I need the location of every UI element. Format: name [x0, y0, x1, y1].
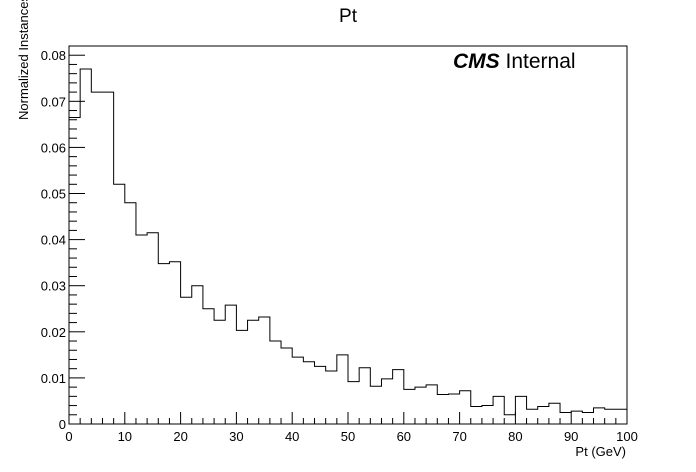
histogram — [68, 68, 627, 424]
histogram-bin — [359, 368, 370, 424]
histogram-bin — [236, 330, 247, 424]
chart-title: Pt — [339, 6, 357, 27]
histogram-bin — [259, 317, 270, 424]
x-tick-label: 80 — [508, 429, 522, 444]
histogram-bin — [515, 396, 526, 424]
histogram-bin — [571, 411, 582, 424]
histogram-series — [68, 68, 627, 424]
x-axis-ticks: 0 10 20 30 40 50 60 70 80 90 100 — [65, 412, 638, 444]
histogram-bin — [493, 396, 504, 424]
x-axis-label: Pt (GeV) — [575, 444, 626, 459]
histogram-bin — [482, 406, 493, 424]
histogram-bin — [315, 366, 326, 424]
histogram-bin — [348, 382, 359, 424]
histogram-bin — [605, 409, 616, 424]
histogram-bin — [125, 203, 136, 424]
histogram-bin — [169, 262, 180, 424]
x-tick-label: 20 — [173, 429, 187, 444]
histogram-bin — [426, 385, 437, 424]
histogram-bin — [181, 297, 192, 424]
y-tick-label: 0.08 — [41, 48, 66, 63]
histogram-bin — [203, 309, 214, 424]
x-tick-label: 70 — [452, 429, 466, 444]
histogram-bin — [303, 362, 314, 424]
histogram-bin — [560, 412, 571, 424]
x-tick-label: 100 — [616, 429, 638, 444]
experiment-status: Internal — [505, 50, 576, 73]
x-tick-label: 30 — [229, 429, 243, 444]
histogram-bin — [114, 184, 125, 424]
y-axis-label: Normalized Instances — [16, 0, 31, 120]
histogram-bin — [393, 370, 404, 424]
histogram-bin — [381, 379, 392, 424]
histogram-bin — [158, 264, 169, 424]
histogram-bin — [448, 394, 459, 424]
histogram-bin — [147, 233, 158, 424]
histogram-bin — [471, 406, 482, 424]
histogram-bin — [192, 286, 203, 424]
histogram-bin — [582, 412, 593, 424]
histogram-bin — [337, 355, 348, 424]
histogram-bin — [415, 387, 426, 424]
y-tick-label: 0.02 — [41, 325, 66, 340]
histogram-bin — [538, 406, 549, 424]
histogram-bin — [594, 408, 605, 424]
histogram-bin — [437, 394, 448, 424]
experiment-name: CMS — [453, 50, 500, 73]
histogram-bin — [102, 92, 113, 424]
histogram-bin — [270, 341, 281, 424]
histogram-bin — [225, 305, 236, 424]
y-tick-label: 0.03 — [41, 279, 66, 294]
histogram-bin — [292, 357, 303, 424]
y-tick-label: 0.07 — [41, 94, 66, 109]
histogram-bin — [549, 403, 560, 424]
y-tick-label: 0.04 — [41, 233, 66, 248]
y-tick-label: 0 — [59, 417, 66, 432]
histogram-bin — [404, 389, 415, 424]
histogram-bin — [214, 320, 225, 424]
histogram-bin — [281, 348, 292, 424]
y-tick-label: 0.06 — [41, 140, 66, 155]
x-tick-label: 10 — [118, 429, 132, 444]
y-tick-label: 0.05 — [41, 187, 66, 202]
histogram-bin — [326, 371, 337, 424]
histogram-bin — [91, 92, 102, 424]
x-tick-label: 90 — [564, 429, 578, 444]
histogram-bin — [370, 386, 381, 424]
histogram-bin — [248, 320, 259, 424]
histogram-bin — [136, 235, 147, 424]
x-tick-label: 50 — [341, 429, 355, 444]
histogram-bin — [504, 415, 515, 424]
histogram-bin — [80, 69, 91, 424]
x-tick-label: 0 — [65, 429, 72, 444]
histogram-bin — [460, 391, 471, 424]
y-axis-ticks: 0 0.01 0.02 0.03 0.04 0.05 0.06 0.07 0.08 — [41, 45, 85, 432]
experiment-label: CMS Internal — [453, 50, 576, 74]
x-tick-label: 60 — [397, 429, 411, 444]
x-tick-label: 40 — [285, 429, 299, 444]
histogram-bin — [527, 409, 538, 424]
y-tick-label: 0.01 — [41, 371, 66, 386]
